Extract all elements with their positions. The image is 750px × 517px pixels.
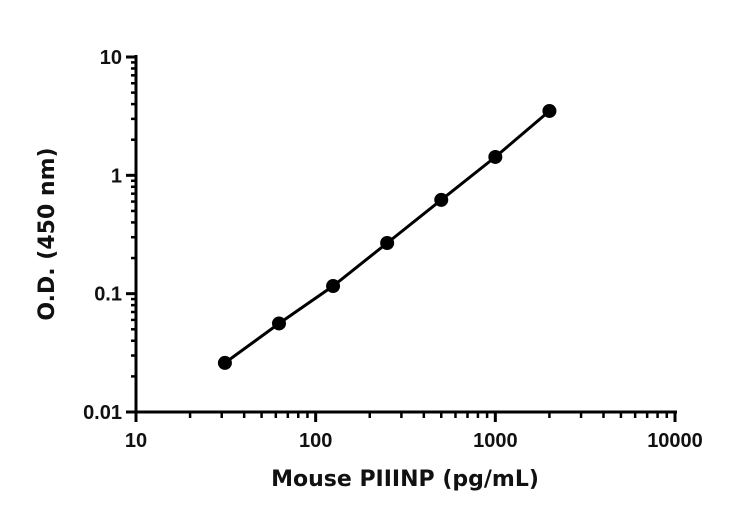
x-tick-label: 100 (299, 430, 332, 452)
y-tick-label: 0.1 (94, 284, 122, 306)
y-axis: 0.01 0.1 1 10 (83, 47, 138, 424)
data-point-marker (326, 279, 341, 294)
data-point-marker (271, 316, 286, 331)
data-point-marker (542, 103, 557, 118)
y-tick-label: 0.01 (83, 402, 122, 424)
x-axis: 10 100 1000 10000 (125, 410, 703, 452)
y-axis-title: O.D. (450 nm) (35, 147, 60, 320)
x-tick-label: 1000 (473, 430, 518, 452)
y-tick-label: 1 (111, 165, 122, 187)
data-point-marker (380, 236, 395, 251)
plot-area (217, 103, 557, 370)
data-point-marker (488, 149, 503, 164)
data-point-marker (217, 355, 232, 370)
x-tick-label: 10 (125, 430, 147, 452)
x-axis-title: Mouse PIIINP (pg/mL) (271, 467, 539, 492)
x-tick-label: 10000 (647, 430, 703, 452)
data-point-marker (434, 192, 449, 207)
y-tick-label: 10 (100, 47, 122, 69)
